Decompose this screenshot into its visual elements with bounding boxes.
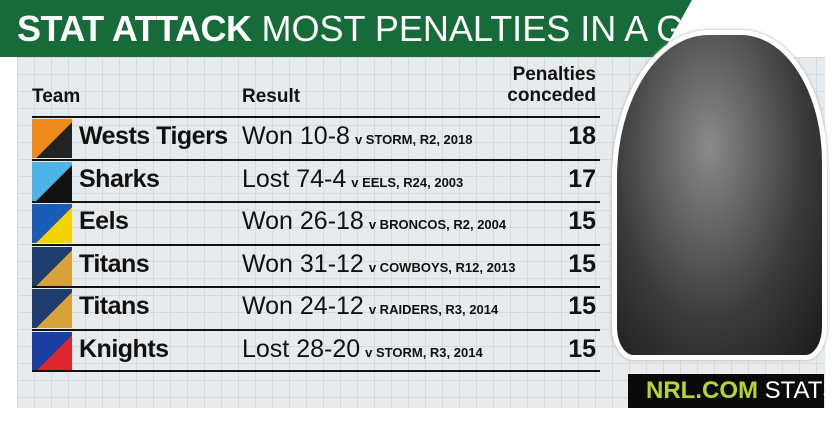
result: Lost 74-4 v EELS, R24, 2003 — [242, 165, 463, 194]
title-bold: STAT ATTACK — [17, 8, 252, 49]
team-name: Knights — [79, 334, 169, 363]
result-score: Lost 74-4 — [242, 164, 347, 193]
table-row: Knights Lost 28-20 v STORM, R3, 2014 15 — [32, 328, 600, 371]
result-detail: v EELS, R24, 2003 — [351, 174, 464, 190]
table-row: Eels Won 26-18 v BRONCOS, R2, 2004 15 — [32, 201, 600, 243]
table-row: Sharks Lost 74-4 v EELS, R24, 2003 17 — [32, 158, 600, 201]
result: Won 24-12 v RAIDERS, R3, 2014 — [242, 292, 498, 321]
eels-logo-icon — [32, 204, 72, 243]
badge-label: STATS — [764, 377, 839, 404]
penalties-value: 17 — [568, 164, 596, 193]
result: Won 26-18 v BRONCOS, R2, 2004 — [242, 207, 506, 236]
wests-tigers-logo-icon — [32, 119, 72, 158]
team-name: Titans — [79, 292, 150, 320]
badge-brand: NRL.COM — [646, 377, 758, 404]
result-score: Won 24-12 — [242, 292, 364, 320]
result-detail: v STORM, R2, 2018 — [354, 132, 473, 147]
sharks-logo-icon — [32, 161, 72, 201]
nrl-stats-badge: NRL.COM STATS — [628, 374, 838, 408]
table-bottom-rule — [32, 370, 600, 372]
team-name: Eels — [79, 207, 129, 235]
table-row: Wests Tigers Won 10-8 v STORM, R2, 2018 1… — [32, 116, 600, 158]
result-detail: v BRONCOS, R2, 2004 — [368, 217, 507, 232]
team-name: Sharks — [79, 164, 160, 193]
col-team: Team — [32, 86, 81, 107]
result-detail: v COWBOYS, R12, 2013 — [368, 259, 516, 275]
result-detail: v RAIDERS, R3, 2014 — [368, 302, 499, 317]
result: Won 10-8 v STORM, R2, 2018 — [242, 122, 472, 151]
table-row: Titans Won 31-12 v COWBOYS, R12, 2013 15 — [32, 243, 600, 286]
titans-logo-icon — [32, 246, 72, 286]
result-score: Lost 28-20 — [242, 334, 361, 363]
title-banner: STAT ATTACK MOST PENALTIES IN A GAME — [0, 0, 692, 57]
result-score: Won 10-8 — [242, 122, 350, 150]
col-penalties-line1: Penalties — [512, 64, 596, 85]
result: Won 31-12 v COWBOYS, R12, 2013 — [242, 250, 516, 279]
result-score: Won 26-18 — [242, 207, 364, 235]
result-detail: v STORM, R3, 2014 — [365, 344, 483, 360]
result-score: Won 31-12 — [242, 249, 364, 278]
col-result: Result — [242, 86, 301, 107]
team-name: Wests Tigers — [79, 122, 228, 150]
title-rest: MOST PENALTIES IN A GAME — [261, 8, 763, 49]
penalties-value: 18 — [568, 122, 596, 150]
knights-logo-icon — [32, 331, 72, 371]
penalties-value: 15 — [568, 292, 596, 320]
players-photo — [612, 30, 827, 360]
table-row: Titans Won 24-12 v RAIDERS, R3, 2014 15 — [32, 286, 600, 328]
col-penalties: Penalties conceded — [500, 64, 596, 106]
titans-logo-icon — [32, 289, 72, 328]
result: Lost 28-20 v STORM, R3, 2014 — [242, 335, 483, 364]
col-penalties-line2: conceded — [507, 85, 596, 106]
team-name: Titans — [79, 249, 150, 278]
penalties-value: 15 — [568, 249, 596, 278]
penalties-value: 15 — [568, 207, 596, 235]
penalties-value: 15 — [568, 334, 596, 363]
